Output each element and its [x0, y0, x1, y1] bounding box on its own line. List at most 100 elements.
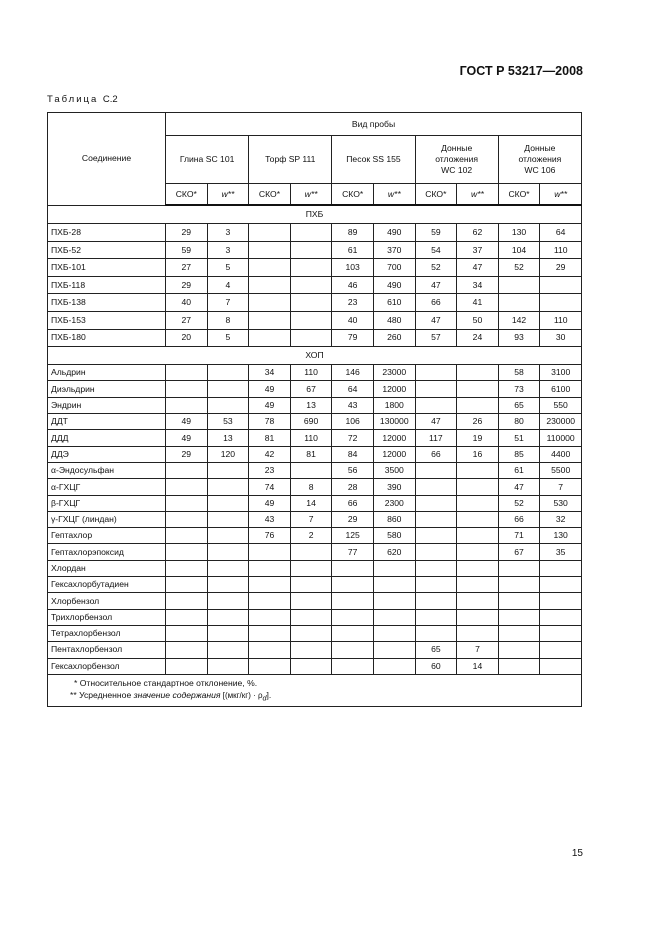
caption-prefix: Таблица [47, 94, 99, 105]
value-cell: 40 [331, 310, 374, 330]
value-cell [497, 624, 541, 643]
value-cell [165, 608, 208, 626]
caption-number: С.2 [102, 94, 118, 105]
value-cell [206, 364, 250, 382]
value-cell: 260 [372, 328, 416, 348]
value-cell [165, 624, 208, 643]
compound-name: ДДД [47, 429, 166, 447]
value-cell: 8 [206, 310, 250, 330]
value-cell: 390 [372, 478, 416, 496]
value-cell [456, 510, 499, 529]
table-row: Гексахлорбензол 60 14 [47, 657, 582, 675]
table-row: ПХБ-153 27 8 40 480 47 50 142 110 [47, 310, 582, 330]
value-cell [165, 380, 208, 398]
value-cell: 142 [497, 310, 541, 330]
compound-name: Эндрин [47, 396, 166, 415]
value-cell [539, 559, 582, 578]
results-table: Соединение Вид пробы Глина SC 101 Торф SP… [47, 112, 583, 707]
value-cell: 14 [456, 657, 499, 675]
value-cell [372, 624, 416, 643]
sample-header: Торф SP 111 [248, 135, 333, 184]
table-row: Тетрахлорбензол [47, 624, 582, 643]
value-cell: 23000 [372, 364, 416, 382]
value-cell: 4 [206, 275, 250, 295]
value-cell [289, 624, 333, 643]
value-cell [372, 608, 416, 626]
value-cell: 73 [497, 380, 541, 398]
compound-name: Диэльдрин [47, 380, 166, 398]
value-cell: 59 [414, 223, 458, 242]
value-cell [248, 223, 291, 242]
value-cell [248, 310, 291, 330]
value-cell: 59 [165, 240, 208, 260]
value-cell: 49 [248, 494, 291, 512]
value-cell [289, 240, 333, 260]
value-cell: 66 [414, 293, 458, 312]
value-cell: 19 [456, 429, 499, 447]
table-row: ДДД 49 13 81 110 72 12000 117 19 51 110000 [47, 429, 582, 447]
table-caption: Таблица С.2 [47, 94, 118, 105]
value-cell [289, 641, 333, 659]
value-cell: 23 [331, 293, 374, 312]
value-cell: 93 [497, 328, 541, 348]
value-cell: 49 [165, 413, 208, 431]
value-cell: 80 [497, 413, 541, 431]
value-cell: 66 [414, 445, 458, 463]
value-cell [248, 608, 291, 626]
value-cell: 610 [372, 293, 416, 312]
value-cell: 2 [289, 527, 333, 545]
compound-name: ПХБ-153 [47, 310, 166, 330]
value-cell: 49 [248, 396, 291, 415]
value-cell: 50 [456, 310, 499, 330]
value-cell: 14 [289, 494, 333, 512]
value-cell: 64 [539, 223, 582, 242]
footnote-1: * Относительное стандартное отклонение, … [74, 677, 258, 688]
compound-name: Альдрин [47, 364, 166, 382]
value-cell [206, 396, 250, 415]
value-cell [539, 592, 582, 610]
value-cell: 61 [497, 461, 541, 480]
value-cell: 37 [456, 240, 499, 260]
value-cell [248, 657, 291, 675]
value-cell: 1800 [372, 396, 416, 415]
table-row: Диэльдрин 49 67 64 12000 73 6100 [47, 380, 582, 398]
value-cell: 29 [165, 223, 208, 242]
value-cell: 20 [165, 328, 208, 348]
table-row: Пентахлорбензол 65 7 [47, 641, 582, 659]
value-cell [539, 657, 582, 675]
value-cell: 12000 [372, 445, 416, 463]
value-cell [497, 576, 541, 594]
value-cell [414, 543, 458, 561]
value-cell: 60 [414, 657, 458, 675]
compound-name: ДДЭ [47, 445, 166, 463]
value-cell [331, 608, 374, 626]
compound-name: β-ГХЦГ [47, 494, 166, 512]
w-header: w** [206, 183, 250, 206]
value-cell [206, 657, 250, 675]
value-cell: 7 [206, 293, 250, 312]
value-cell [456, 592, 499, 610]
value-cell [497, 657, 541, 675]
compound-name: Хлорбензол [47, 592, 166, 610]
value-cell: 370 [372, 240, 416, 260]
value-cell [206, 380, 250, 398]
table-row: Гептахлорэпоксид 77 620 67 35 [47, 543, 582, 561]
value-cell [372, 576, 416, 594]
value-cell [206, 494, 250, 512]
value-cell [248, 293, 291, 312]
value-cell [456, 396, 499, 415]
value-cell: 5 [206, 258, 250, 277]
table-row: ДДТ 49 53 78 690 106 130000 47 26 80 230000 [47, 413, 582, 431]
compound-name: ПХБ-52 [47, 240, 166, 260]
compound-name: α-Эндосульфан [47, 461, 166, 480]
w-header: w** [539, 183, 582, 206]
value-cell: 13 [206, 429, 250, 447]
value-cell: 120 [206, 445, 250, 463]
value-cell: 34 [456, 275, 499, 295]
footnotes: * Относительное стандартное отклонение, … [47, 673, 582, 707]
sko-header: СКО* [248, 183, 291, 206]
value-cell [456, 461, 499, 480]
value-cell [456, 624, 499, 643]
value-cell: 65 [414, 641, 458, 659]
compound-name: ПХБ-180 [47, 328, 166, 348]
